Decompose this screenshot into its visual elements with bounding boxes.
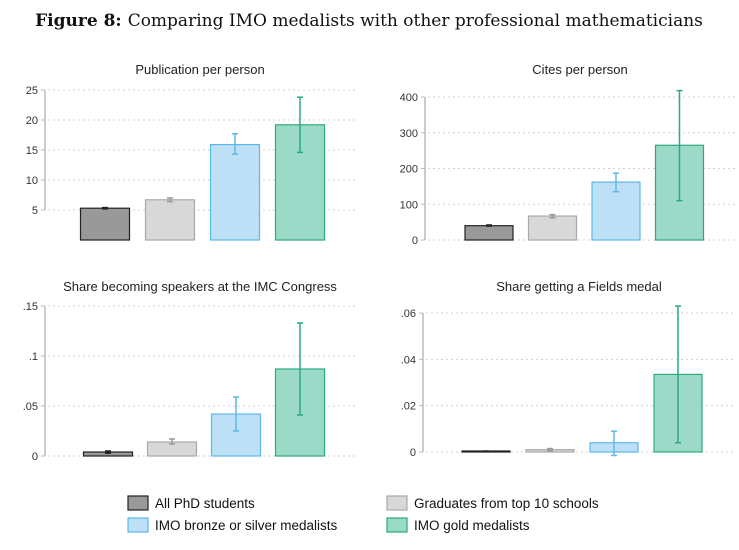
legend-swatch-gold xyxy=(386,517,408,533)
bar-phd xyxy=(464,225,514,241)
figure-caption: Figure 8: Comparing IMO medalists with ot… xyxy=(35,11,703,31)
y-tick-label: 25 xyxy=(26,85,38,97)
legend-label-bronze: IMO bronze or silver medalists xyxy=(155,518,338,533)
y-tick-label: 0 xyxy=(412,235,418,247)
y-tick-label: .15 xyxy=(23,301,38,313)
bar-phd xyxy=(79,207,131,241)
y-tick-label: 200 xyxy=(400,164,418,176)
legend: All PhD students Graduates from top 10 sc… xyxy=(127,495,599,533)
y-tick-label: .06 xyxy=(401,308,416,320)
y-tick-label: 300 xyxy=(400,128,418,140)
chart-title: Publication per person xyxy=(135,62,264,77)
legend-label-top10: Graduates from top 10 schools xyxy=(414,496,599,511)
y-tick-label: 10 xyxy=(26,175,38,187)
chart-title: Share getting a Fields medal xyxy=(496,279,662,294)
figure-label: Figure 8: xyxy=(35,11,122,31)
chart-panel-3: Share becoming speakers at the IMC Congr… xyxy=(23,279,355,463)
y-tick-label: 20 xyxy=(26,115,38,127)
y-tick-label: 100 xyxy=(400,199,418,211)
y-tick-label: 0 xyxy=(32,451,38,463)
y-tick-label: 0 xyxy=(410,447,416,459)
chart-panel-2: Cites per person 0 100 200 300 400 xyxy=(400,62,735,247)
y-tick-label: .1 xyxy=(29,351,38,363)
chart-panel-1: Publication per person 5 10 15 20 25 xyxy=(26,62,355,241)
y-tick-label: 5 xyxy=(32,205,38,217)
legend-swatch-bronze xyxy=(127,517,149,533)
chart-title: Share becoming speakers at the IMC Congr… xyxy=(63,279,337,294)
legend-swatch-top10 xyxy=(386,495,408,511)
figure-title: Comparing IMO medalists with other profe… xyxy=(128,11,703,31)
y-tick-label: 400 xyxy=(400,92,418,104)
y-tick-label: 15 xyxy=(26,145,38,157)
chart-panel-4: Share getting a Fields medal 0 .02 .04 .06 xyxy=(401,279,735,459)
chart-title: Cites per person xyxy=(532,62,627,77)
legend-label-phd: All PhD students xyxy=(155,496,255,511)
bar-bronze xyxy=(209,144,261,241)
bar-top10 xyxy=(527,215,578,241)
legend-swatch-phd xyxy=(127,495,149,511)
y-tick-label: .05 xyxy=(23,401,38,413)
legend-label-gold: IMO gold medalists xyxy=(414,518,530,533)
y-tick-label: .04 xyxy=(401,354,416,366)
bar-top10 xyxy=(144,199,196,241)
y-tick-label: .02 xyxy=(401,401,416,413)
